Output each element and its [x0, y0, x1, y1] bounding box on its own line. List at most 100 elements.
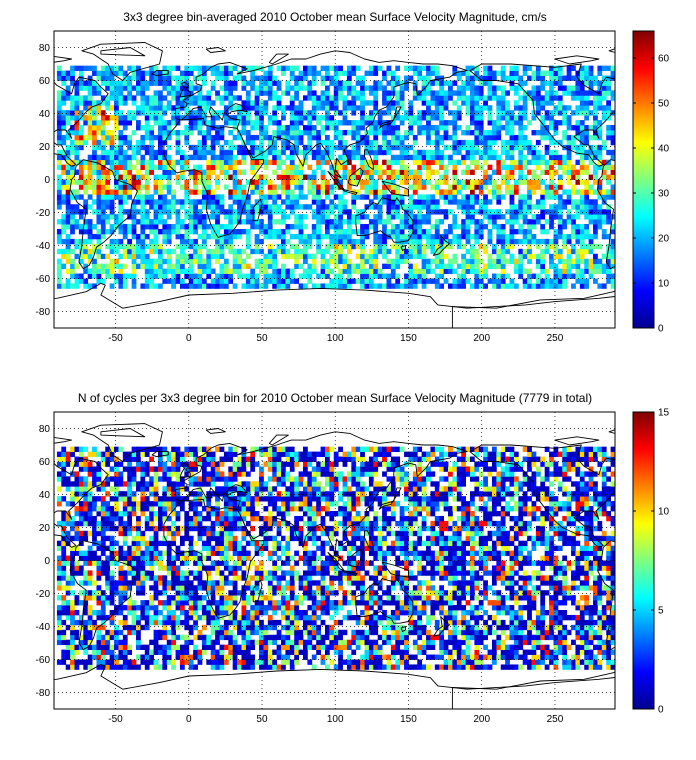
heatmap-cell — [513, 120, 519, 126]
heatmap-cell — [245, 139, 251, 146]
heatmap-cell — [346, 100, 352, 106]
heatmap-cell — [105, 214, 111, 220]
coastline — [54, 282, 615, 328]
heatmap-cell — [500, 90, 506, 96]
heatmap-cell — [540, 134, 546, 141]
heatmap-cell — [232, 115, 238, 121]
heatmap-cell — [518, 214, 524, 220]
heatmap-cell — [487, 229, 493, 235]
heatmap-cell — [527, 664, 532, 670]
heatmap-cell — [496, 105, 502, 111]
heatmap-cell — [377, 199, 383, 205]
heatmap-cell — [557, 209, 563, 215]
heatmap-cell — [491, 214, 497, 220]
heatmap-cell — [373, 154, 379, 161]
heatmap-cell — [197, 283, 203, 289]
heatmap-cell — [549, 120, 554, 126]
heatmap-cell — [500, 253, 506, 260]
heatmap-cell — [136, 238, 141, 245]
heatmap-cell — [606, 65, 611, 71]
heatmap-cell — [122, 115, 128, 121]
heatmap-cell — [311, 214, 317, 220]
heatmap-cell — [228, 654, 234, 660]
heatmap-cell — [83, 253, 89, 260]
heatmap-cell — [329, 268, 335, 274]
heatmap-cell — [232, 65, 238, 71]
heatmap-cell — [158, 110, 163, 116]
heatmap-cell — [70, 258, 75, 265]
heatmap-cell — [70, 75, 75, 81]
heatmap-cell — [272, 159, 278, 166]
heatmap-cell — [404, 639, 409, 646]
heatmap-cell — [549, 125, 554, 131]
heatmap-cell — [237, 273, 242, 279]
heatmap-cell — [439, 159, 445, 166]
heatmap-cell — [162, 130, 168, 136]
heatmap-cell — [412, 273, 418, 279]
heatmap-cell — [417, 164, 423, 170]
heatmap-cell — [298, 649, 304, 655]
heatmap-cell — [197, 164, 203, 170]
heatmap-cell — [527, 639, 532, 646]
heatmap-cell — [408, 174, 414, 180]
heatmap-cell — [179, 90, 185, 96]
heatmap-cell — [346, 263, 352, 269]
heatmap-cell — [518, 169, 524, 175]
heatmap-cell — [122, 664, 128, 670]
heatmap-cell — [522, 233, 528, 240]
heatmap-cell — [584, 209, 590, 215]
heatmap-cell — [505, 149, 510, 156]
coastline — [469, 63, 615, 167]
heatmap-cell — [92, 164, 97, 170]
heatmap-cell — [597, 130, 603, 136]
heatmap-cell — [579, 629, 585, 636]
heatmap-cell — [399, 174, 405, 180]
heatmap-cell — [333, 130, 339, 136]
heatmap-cell — [386, 263, 392, 269]
heatmap-cell — [250, 654, 256, 660]
heatmap-cell — [342, 278, 348, 284]
heatmap-cell — [513, 184, 519, 190]
heatmap-cell — [87, 159, 93, 166]
heatmap-cell — [324, 159, 330, 166]
heatmap-cell — [74, 194, 80, 200]
heatmap-cell — [149, 258, 154, 265]
heatmap-cell — [364, 273, 370, 279]
heatmap-cell — [404, 174, 409, 180]
heatmap-cell — [408, 624, 414, 631]
heatmap-cell — [245, 90, 251, 96]
heatmap-cell — [281, 189, 286, 195]
heatmap-cell — [571, 95, 576, 101]
heatmap-cell — [597, 149, 603, 156]
heatmap-cell — [92, 199, 97, 205]
heatmap-cell — [162, 258, 168, 265]
heatmap-cell — [601, 159, 607, 166]
heatmap-cell — [109, 248, 115, 255]
heatmap-cell — [338, 629, 343, 636]
heatmap-cell — [404, 110, 409, 116]
heatmap-cell — [281, 273, 286, 279]
heatmap-cell — [373, 80, 379, 86]
heatmap-cell — [399, 219, 405, 225]
heatmap-cell — [153, 664, 159, 670]
heatmap-cell — [87, 115, 93, 121]
heatmap-cell — [544, 649, 550, 655]
heatmap-cell — [320, 125, 326, 131]
heatmap-cell — [276, 268, 282, 274]
heatmap-cell — [144, 159, 150, 166]
heatmap-cell — [175, 75, 181, 81]
heatmap-cell — [232, 664, 238, 670]
heatmap-cell — [404, 238, 409, 245]
heatmap-cell — [114, 85, 119, 91]
heatmap-cell — [505, 115, 510, 121]
heatmap-cell — [197, 258, 203, 265]
heatmap-cell — [232, 634, 238, 641]
heatmap-cell — [136, 243, 141, 250]
heatmap-cell — [294, 199, 300, 205]
heatmap-cell — [368, 85, 374, 91]
heatmap-cell — [281, 105, 286, 111]
heatmap-cell — [456, 149, 462, 156]
heatmap-cell — [426, 65, 431, 71]
heatmap-cell — [360, 85, 365, 91]
heatmap-cell — [333, 639, 339, 646]
